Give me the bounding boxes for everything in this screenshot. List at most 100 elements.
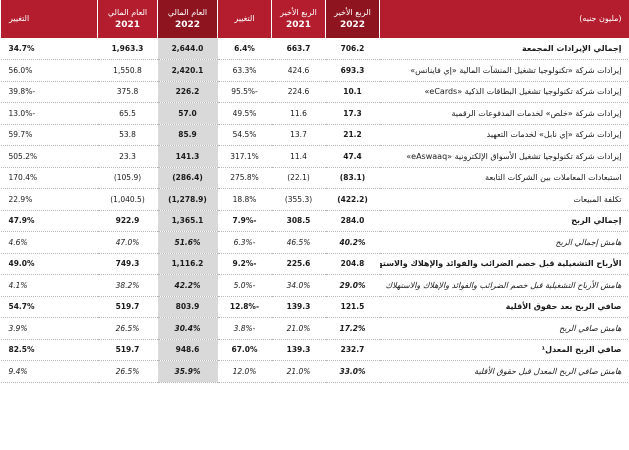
fy-2021-value: 26.5% [97,360,158,383]
fy-2021-value: 1,963.3 [97,38,158,60]
q4-2021-value: 224.6 [271,81,326,103]
year-change-value: 4.6% [0,231,98,254]
fy-2022-header: العام المالي 2022 [157,0,218,38]
row-label: استبعادات المعاملات بين الشركات التابعة [379,167,629,189]
row-label: إيرادات شركة «تكنولوجيا تشغيل المنشآت ال… [379,59,629,82]
table-row: إيرادات شركة «تكنولوجيا تشغيل المنشآت ال… [0,59,629,82]
year-change-header: التغيير [0,0,98,38]
quarter-change-value: 49.5% [217,102,272,125]
quarter-change-value: -6.3% [217,231,272,254]
q4-2022-value: 40.2% [325,231,380,254]
q4-2021-value: 139.3 [271,339,326,361]
quarter-change-header: التغيير [217,0,272,38]
fy-2022-value: (1,278.9) [157,188,218,211]
q4-2021-value: 21.0% [271,317,326,340]
table-row: إيرادات شركة تكنولوجيا تشغيل الأسواق الإ… [0,145,629,168]
row-label: الأرباح التشغيلية قبل خصم الضرائب والفوا… [379,253,629,275]
fy-2021-value: 519.7 [97,296,158,318]
table-row: استبعادات المعاملات بين الشركات التابعة (… [0,167,629,189]
fy-2022-value: 803.9 [157,296,218,318]
q4-2022-value: 121.5 [325,296,380,318]
table-row: صافي الربح المعدل¹ 232.7 139.3 67.0% 948.6 51… [0,339,629,361]
year-change-value: 3.9% [0,317,98,340]
quarter-change-value: 18.8% [217,188,272,211]
year-change-value: 59.7% [0,124,98,146]
row-label: تكلفة المبيعات [379,188,629,211]
q4-2022-value: 47.4 [325,145,380,168]
fy-2022-value: 35.9% [157,360,218,383]
q4-2021-value: 424.6 [271,59,326,82]
fy-2022-value: (286.4) [157,167,218,189]
fy-2021-value: 53.8 [97,124,158,146]
row-label: هامش إجمالي الربح [379,231,629,254]
q4-2021-value: 21.0% [271,360,326,383]
fy-2022-value: 2,644.0 [157,38,218,60]
row-label: إجمالي الإيرادات المجمعة [379,38,629,60]
year-change-value: 54.7% [0,296,98,318]
table-row: هامش الأرباح التشغيلية قبل خصم الضرائب و… [0,274,629,297]
table-row: إيرادات شركة «خلص» لخدمات المدفوعات الرق… [0,102,629,125]
q4-2021-value: 46.5% [271,231,326,254]
year-change-value: 34.7% [0,38,98,60]
q4-2022-value: 693.3 [325,59,380,82]
q4-2021-value: (22.1) [271,167,326,189]
year-change-value: 9.4% [0,360,98,383]
quarter-change-value: -3.8% [217,317,272,340]
quarter-change-value: -12.8% [217,296,272,318]
fy-2021-value: 1,550.8 [97,59,158,82]
q4-2021-value: 225.6 [271,253,326,275]
row-label: صافي الربح المعدل¹ [379,339,629,361]
table-row: الأرباح التشغيلية قبل خصم الضرائب والفوا… [0,253,629,275]
q4-2021-value: 11.6 [271,102,326,125]
fy-2021-value: 26.5% [97,317,158,340]
q4-2022-value: 10.1 [325,81,380,103]
row-label: إجمالي الربح [379,210,629,232]
year-change-value: 47.9% [0,210,98,232]
q4-2021-value: 13.7 [271,124,326,146]
q4-2022-value: 706.2 [325,38,380,60]
quarter-change-value: -95.5% [217,81,272,103]
table-body: إجمالي الإيرادات المجمعة 706.2 663.7 6.4% 2,… [0,38,629,383]
row-label: صافي الربح بعد حقوق الأقلية [379,296,629,318]
financial-summary-table: (مليون جنيه) الربع الأخير 2022 الربع الأخ… [0,0,629,383]
q4-2022-value: 33.0% [325,360,380,383]
fy-2021-value: 65.5 [97,102,158,125]
year-change-value: 170.4% [0,167,98,189]
fy-2021-value: 519.7 [97,339,158,361]
q4-2021-value: 308.5 [271,210,326,232]
year-change-value: 49.0% [0,253,98,275]
table-row: هامش صافي الربح 17.2% 21.0% -3.8% 30.4% 26.5%… [0,317,629,340]
q4-2021-value: 34.0% [271,274,326,297]
fy-2021-value: 23.3 [97,145,158,168]
fy-2021-header: العام المالي 2021 [97,0,158,38]
fy-2022-value: 948.6 [157,339,218,361]
fy-2021-value: 922.9 [97,210,158,232]
fy-2022-value: 2,420.1 [157,59,218,82]
year-change-value: 505.2% [0,145,98,168]
row-label: إيرادات شركة تكنولوجيا تشغيل الأسواق الإ… [379,145,629,168]
quarter-change-value: -9.2% [217,253,272,275]
quarter-change-value: -5.0% [217,274,272,297]
q4-2022-value: (422.2) [325,188,380,211]
q4-2022-value: 21.2 [325,124,380,146]
q4-2021-value: 139.3 [271,296,326,318]
unit-header: (مليون جنيه) [379,0,629,38]
quarter-change-value: 67.0% [217,339,272,361]
quarter-change-value: 6.4% [217,38,272,60]
table-row: إيرادات شركة تكنولوجيا تشغيل البطاقات ال… [0,81,629,103]
year-change-value: 22.9% [0,188,98,211]
q4-2022-value: 284.0 [325,210,380,232]
year-change-value: 56.0% [0,59,98,82]
fy-2022-value: 226.2 [157,81,218,103]
fy-2021-value: 749.3 [97,253,158,275]
q4-2021-value: 663.7 [271,38,326,60]
q4-2022-value: 17.3 [325,102,380,125]
q4-2022-value: 17.2% [325,317,380,340]
row-label: إيرادات شركة «خلص» لخدمات المدفوعات الرق… [379,102,629,125]
quarter-change-value: -7.9% [217,210,272,232]
q4-2021-value: (355.3) [271,188,326,211]
quarter-change-value: 54.5% [217,124,272,146]
fy-2022-value: 57.0 [157,102,218,125]
table-row: صافي الربح بعد حقوق الأقلية 121.5 139.3 -12… [0,296,629,318]
year-change-value: 82.5% [0,339,98,361]
